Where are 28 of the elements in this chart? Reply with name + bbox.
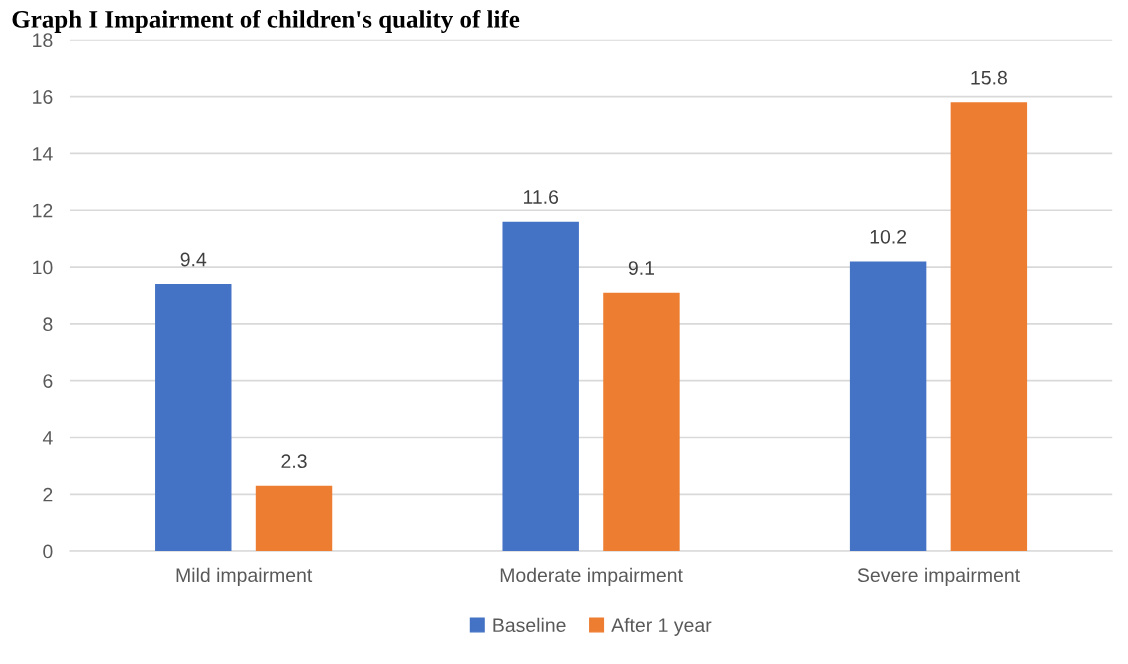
- y-tick-label: 14: [33, 147, 53, 161]
- legend-label: Baseline: [493, 617, 566, 633]
- y-tick-label: 6: [43, 374, 53, 388]
- bar: [603, 292, 680, 552]
- x-tick-label: Severe impairment: [857, 567, 1020, 586]
- data-label: 15.8: [971, 70, 1007, 85]
- y-tick-label: 2: [43, 487, 53, 502]
- x-tick-label: Mild impairment: [176, 567, 313, 586]
- bar: [255, 485, 333, 552]
- y-tick-label: 4: [42, 431, 53, 445]
- y-tick-label: 10: [33, 260, 53, 275]
- bar: [950, 102, 1028, 552]
- y-tick-label: 12: [33, 203, 53, 218]
- bar: [849, 261, 927, 552]
- chart-title: Graph I Impairment of children's quality of life: [12, 9, 520, 33]
- data-label: 10.2: [870, 229, 907, 244]
- y-tick-label: 18: [33, 33, 53, 48]
- y-tick-label: 8: [43, 317, 53, 332]
- data-label: 2.3: [281, 454, 307, 469]
- y-tick-label: 0: [43, 544, 53, 559]
- data-label: 11.6: [523, 190, 559, 204]
- data-label: 9.4: [180, 252, 207, 267]
- data-label: 9.1: [628, 261, 655, 275]
- legend-label: After 1 year: [611, 617, 712, 636]
- bar: [502, 221, 579, 552]
- x-tick-label: Moderate impairment: [500, 567, 683, 586]
- bar: [155, 284, 232, 552]
- y-tick-label: 16: [33, 90, 53, 104]
